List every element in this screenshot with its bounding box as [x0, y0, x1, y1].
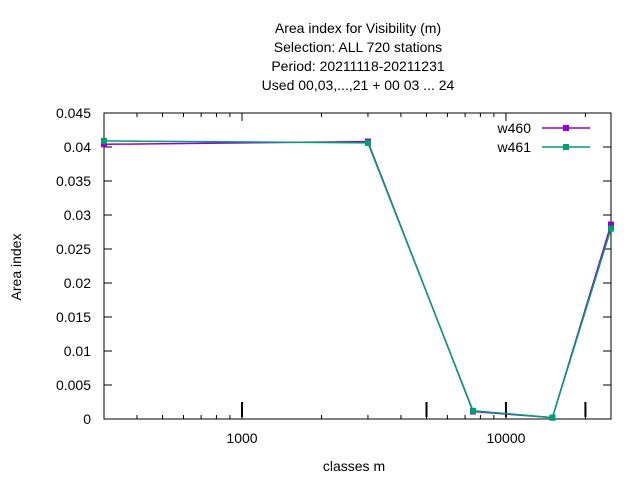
legend: w460 w461: [497, 120, 590, 155]
y-tick-label: 0.045: [56, 105, 91, 121]
data-point-w461: [608, 225, 614, 232]
data-point-w461: [101, 137, 107, 144]
series-layer: [101, 137, 614, 421]
series-line-w460: [103, 140, 612, 419]
x-tick-label: 1000: [226, 430, 257, 446]
legend-label: w461: [497, 139, 532, 155]
title-line: Used 00,03,...,21 + 00 03 ... 24: [262, 77, 455, 93]
y-tick-label: 0.015: [56, 309, 91, 325]
legend-swatch-marker: [563, 125, 569, 131]
y-tick-label: 0.01: [64, 343, 91, 359]
y-tick-label: 0.025: [56, 241, 91, 257]
title-line: Selection: ALL 720 stations: [274, 39, 442, 55]
title-line: Area index for Visibility (m): [275, 20, 441, 36]
data-point-w461: [469, 407, 476, 414]
axes: 0 0.005 0.01 0.015 0.02 0.025 0.03 0.035 0.04 0.0…: [56, 105, 612, 446]
y-tick-label: 0.04: [64, 139, 91, 155]
title-line: Period: 20211118-20211231: [271, 58, 445, 74]
data-point-w461: [364, 139, 371, 146]
y-tick-label: 0.005: [56, 377, 91, 393]
legend-label: w460: [497, 120, 532, 136]
data-point-w460: [608, 221, 614, 228]
plot-frame: [103, 112, 612, 420]
data-point-w461: [549, 414, 556, 421]
data-point-w460: [101, 141, 107, 148]
chart-title: Area index for Visibility (m) Selection: …: [262, 20, 455, 93]
legend-swatch-marker: [563, 144, 569, 150]
y-tick-label: 0.02: [64, 275, 91, 291]
series-line-w461: [103, 140, 612, 419]
y-axis-label: Area index: [8, 234, 24, 301]
y-tick-label: 0.03: [64, 207, 91, 223]
x-tick-label: 10000: [486, 430, 525, 446]
y-tick-label: 0: [83, 411, 91, 427]
x-axis-label: classes m: [323, 458, 385, 474]
y-tick-label: 0.035: [56, 173, 91, 189]
